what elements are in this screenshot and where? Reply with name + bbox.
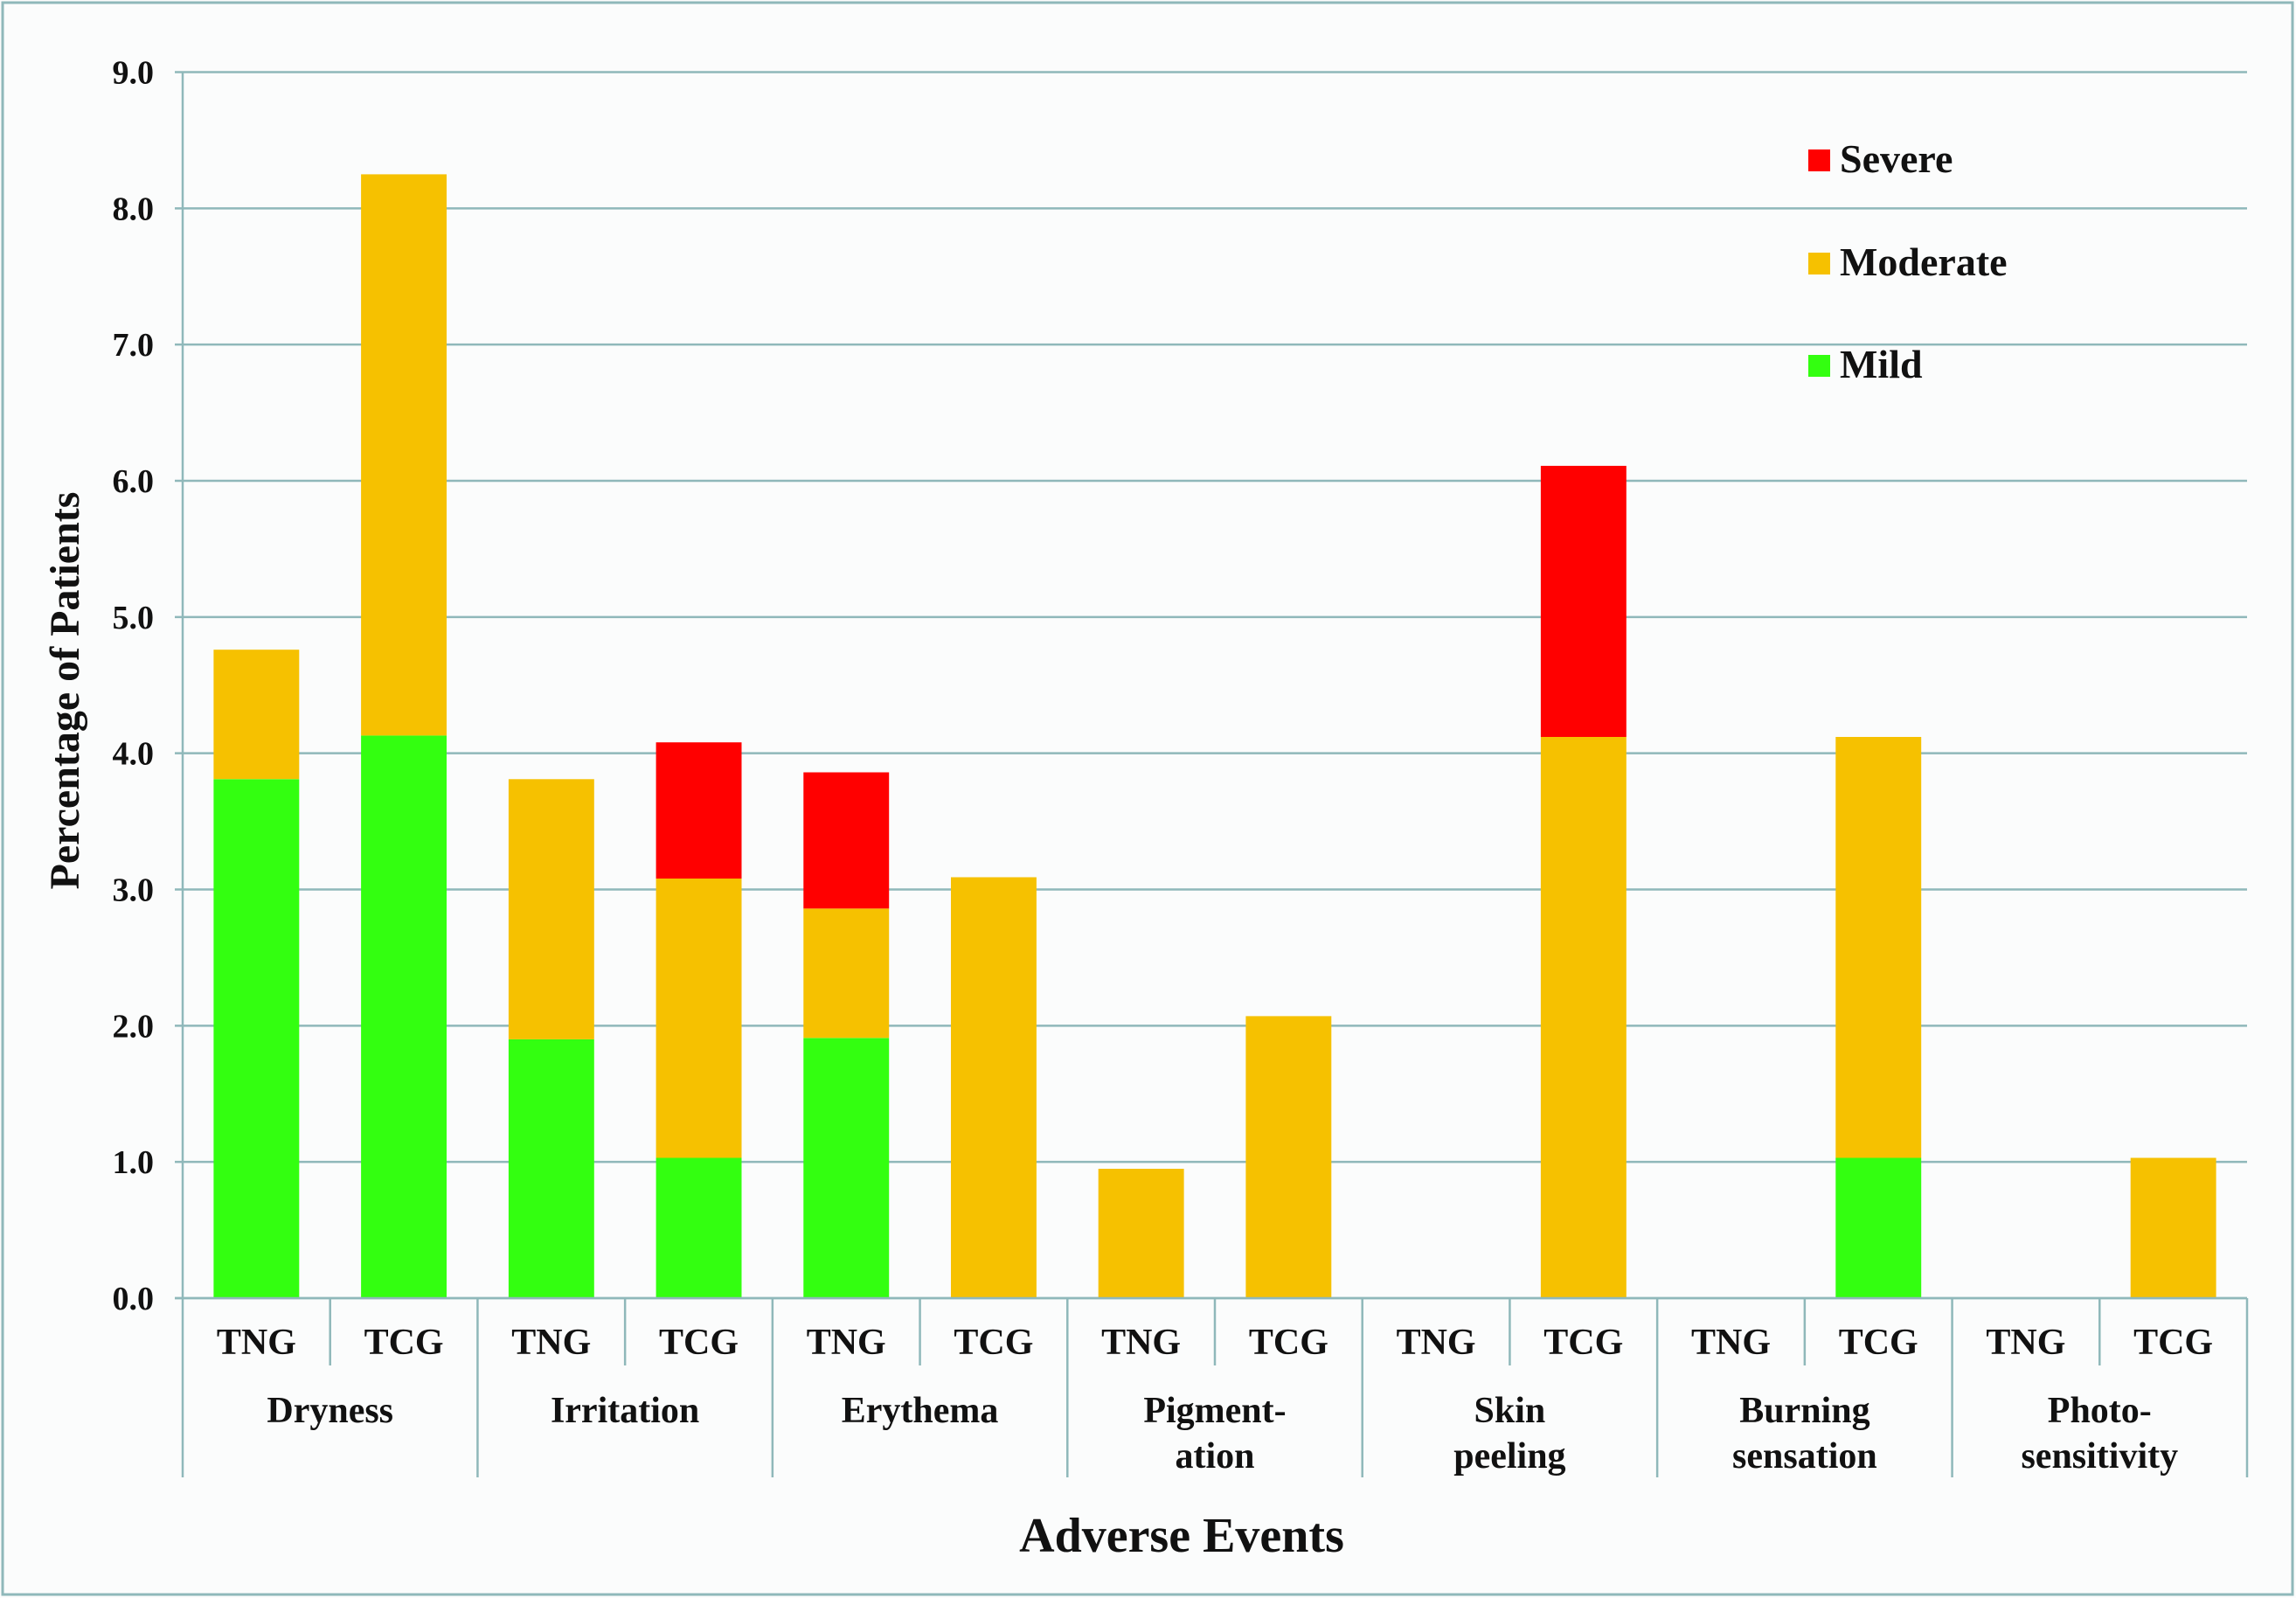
subcategory-label: TNG	[511, 1323, 591, 1363]
bar-segment-skin-peeling-tcg-severe	[1540, 465, 1627, 737]
bar-segment-dryness-tcg-mild	[361, 735, 447, 1298]
bar-segment-dryness-tng-moderate	[213, 650, 300, 780]
category-label: Skin	[1474, 1391, 1546, 1431]
category-label: Burning	[1739, 1391, 1869, 1431]
subcategory-label: TNG	[807, 1323, 886, 1363]
y-tick-label: 4.0	[113, 736, 155, 773]
y-tick-label: 8.0	[113, 191, 155, 227]
category-label: sensitivity	[2021, 1436, 2178, 1476]
category-label: Erythema	[842, 1391, 999, 1431]
subcategory-label: TCG	[659, 1323, 739, 1363]
category-label: sensation	[1732, 1436, 1877, 1476]
x-axis-title: Adverse Events	[1019, 1509, 1344, 1563]
bars	[213, 174, 2216, 1298]
y-tick-label: 3.0	[113, 872, 155, 909]
bar-segment-burning-sensation-tcg-mild	[1835, 1157, 1922, 1298]
subcategory-label: TNG	[1397, 1323, 1476, 1363]
subcategory-label: TNG	[1101, 1323, 1181, 1363]
legend-swatch-moderate	[1808, 253, 1830, 274]
legend-label-mild: Mild	[1840, 342, 1923, 386]
subcategory-label: TCG	[1543, 1323, 1623, 1363]
y-tick-label: 5.0	[113, 600, 155, 636]
bar-segment-irritation-tcg-moderate	[656, 879, 742, 1158]
bar-segment-irritation-tng-mild	[508, 1039, 594, 1298]
bar-segment-pigment-ation-tng-moderate	[1098, 1169, 1184, 1298]
category-label: Pigment-	[1143, 1391, 1286, 1431]
legend-item-moderate: Moderate	[1808, 240, 2008, 284]
y-tick-label: 9.0	[113, 55, 155, 92]
y-tick-label: 7.0	[113, 327, 155, 364]
category-label: ation	[1175, 1436, 1254, 1476]
y-tick-labels: 0.0 1.0 2.0 3.0 4.0 5.0 6.0 7.0 8.0 9.0	[113, 55, 155, 1318]
bar-segment-burning-sensation-tcg-moderate	[1835, 737, 1922, 1158]
legend-item-mild: Mild	[1808, 342, 1923, 386]
bar-segment-erythema-tng-moderate	[803, 908, 890, 1039]
category-label: Photo-	[2048, 1391, 2152, 1431]
subcategory-label: TNG	[1691, 1323, 1771, 1363]
subcategory-label: TNG	[1986, 1323, 2065, 1363]
bar-segment-irritation-tcg-mild	[656, 1157, 742, 1298]
bar-segment-dryness-tng-mild	[213, 779, 300, 1298]
legend-label-severe: Severe	[1840, 136, 1953, 181]
bar-segment-erythema-tng-severe	[803, 772, 890, 909]
bar-segment-erythema-tcg-moderate	[951, 877, 1037, 1298]
bar-segment-irritation-tcg-severe	[656, 742, 742, 879]
category-label: peeling	[1453, 1436, 1565, 1476]
y-tick-label: 1.0	[113, 1144, 155, 1181]
legend-label-moderate: Moderate	[1840, 240, 2008, 284]
subcategory-label: TCG	[954, 1323, 1033, 1363]
bar-segment-dryness-tcg-moderate	[361, 174, 447, 736]
legend-swatch-severe	[1808, 149, 1830, 171]
y-tick-label: 6.0	[113, 463, 155, 500]
y-tick-label: 2.0	[113, 1008, 155, 1045]
bar-segment-irritation-tng-moderate	[508, 779, 594, 1039]
category-label: Dryness	[267, 1391, 393, 1431]
y-axis-title: Percentage of Patients	[42, 492, 88, 890]
legend-swatch-mild	[1808, 355, 1830, 377]
y-tick-label: 0.0	[113, 1281, 155, 1317]
bar-segment-photo-sensitivity-tcg-moderate	[2130, 1157, 2216, 1298]
bar-segment-pigment-ation-tcg-moderate	[1245, 1016, 1332, 1298]
legend: Severe Moderate Mild	[1808, 136, 2008, 386]
bar-segment-skin-peeling-tcg-moderate	[1540, 737, 1627, 1298]
subcategory-label: TCG	[1839, 1323, 1918, 1363]
subcategory-label: TCG	[1249, 1323, 1328, 1363]
subcategory-label: TNG	[217, 1323, 296, 1363]
category-label: Irritation	[551, 1391, 699, 1431]
subcategory-label: TCG	[364, 1323, 444, 1363]
subcategory-label: TCG	[2133, 1323, 2213, 1363]
bar-segment-erythema-tng-mild	[803, 1038, 890, 1298]
x-axis: TNG TCG Dryness TNG TCG Irritation TNG TCG Eryth…	[175, 1296, 2249, 1477]
legend-item-severe: Severe	[1808, 136, 1953, 181]
